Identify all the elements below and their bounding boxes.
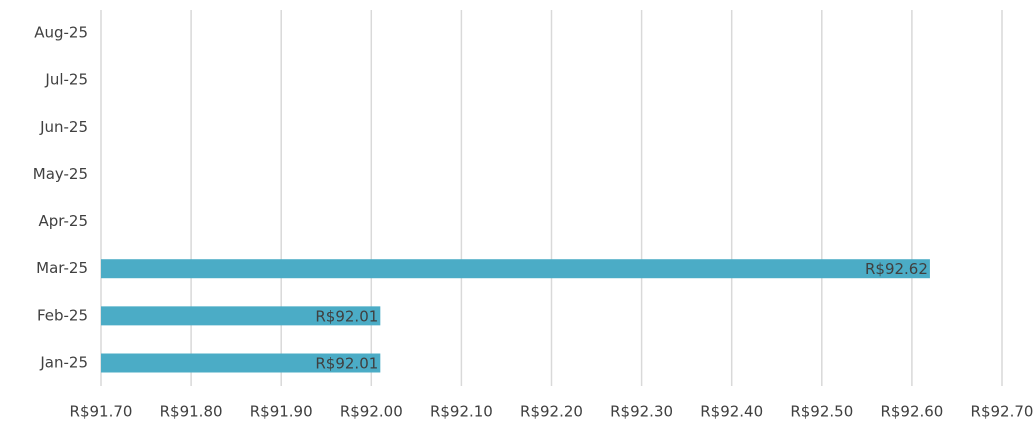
y-tick-label: Feb-25 [37,306,88,324]
x-tick-label: R$92.00 [340,403,403,421]
x-tick-label: R$91.80 [160,403,223,421]
data-label: R$92.62 [865,260,928,278]
bar [101,353,381,373]
x-tick-label: R$92.50 [790,403,853,421]
y-tick-label: May-25 [33,165,88,183]
bar [101,306,381,326]
y-tick-label: Aug-25 [34,24,88,42]
x-tick-label: R$91.90 [250,403,313,421]
y-tick-label: Apr-25 [39,212,89,230]
y-tick-label: Jun-25 [39,118,88,136]
x-tick-label: R$92.20 [520,403,583,421]
x-tick-label: R$92.40 [700,403,763,421]
x-tick-label: R$91.70 [70,403,133,421]
x-tick-label: R$92.30 [610,403,673,421]
data-label: R$92.01 [315,355,378,373]
x-tick-label: R$92.60 [880,403,943,421]
y-tick-label: Jul-25 [44,71,88,89]
x-tick-label: R$92.70 [971,403,1034,421]
y-tick-label: Mar-25 [36,259,88,277]
x-tick-label: R$92.10 [430,403,493,421]
y-tick-label: Jan-25 [39,354,88,372]
bar [101,259,930,279]
data-label: R$92.01 [315,307,378,325]
